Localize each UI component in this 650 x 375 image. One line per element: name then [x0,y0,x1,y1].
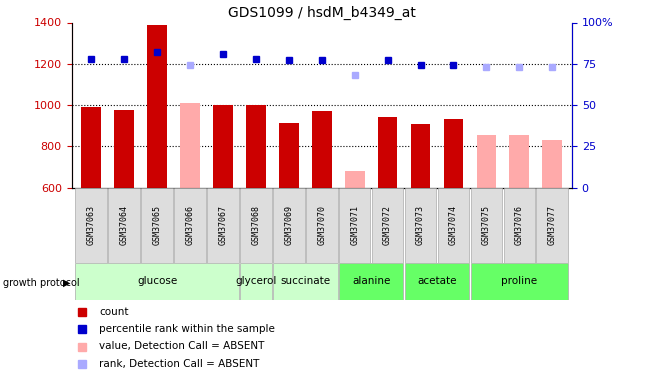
Bar [306,188,337,262]
Text: GSM37072: GSM37072 [383,205,392,245]
Bar [405,188,436,262]
Text: growth protocol: growth protocol [3,278,80,288]
Text: ▶: ▶ [63,278,71,288]
Bar [378,117,398,188]
Bar [536,188,568,262]
Bar [180,103,200,188]
Text: percentile rank within the sample: percentile rank within the sample [99,324,275,334]
Bar [207,188,239,262]
Bar [405,262,469,300]
Text: GSM37076: GSM37076 [515,205,524,245]
Text: GSM37065: GSM37065 [153,205,162,245]
Text: rank, Detection Call = ABSENT: rank, Detection Call = ABSENT [99,358,259,369]
Bar [75,262,239,300]
Bar [471,188,502,262]
Bar [476,135,496,188]
Text: GSM37066: GSM37066 [185,205,194,245]
Bar [504,188,535,262]
Bar [312,111,332,188]
Bar [471,262,568,300]
Text: alanine: alanine [352,276,391,286]
Bar [174,188,206,262]
Bar [279,123,299,188]
Bar [344,171,365,188]
Bar [75,188,107,262]
Text: count: count [99,307,129,317]
Bar [443,119,463,188]
Bar [246,105,266,188]
Bar [81,107,101,188]
Bar [213,105,233,188]
Text: GSM37073: GSM37073 [416,205,425,245]
Bar [372,188,404,262]
Title: GDS1099 / hsdM_b4349_at: GDS1099 / hsdM_b4349_at [227,6,416,20]
Bar [510,135,529,188]
Bar [141,188,173,262]
Text: glucose: glucose [137,276,177,286]
Text: GSM37071: GSM37071 [350,205,359,245]
Text: acetate: acetate [417,276,457,286]
Text: GSM37069: GSM37069 [284,205,293,245]
Text: proline: proline [501,276,538,286]
Bar [437,188,469,262]
Bar [542,140,562,188]
Text: GSM37070: GSM37070 [317,205,326,245]
Text: GSM37064: GSM37064 [120,205,129,245]
Bar [109,188,140,262]
Text: GSM37068: GSM37068 [252,205,261,245]
Bar [411,124,430,188]
Text: GSM37067: GSM37067 [218,205,227,245]
Text: succinate: succinate [280,276,330,286]
Bar [273,188,305,262]
Text: GSM37077: GSM37077 [548,205,557,245]
Bar [240,262,272,300]
Text: GSM37075: GSM37075 [482,205,491,245]
Bar [240,188,272,262]
Bar [114,110,134,188]
Text: glycerol: glycerol [235,276,277,286]
Bar [339,262,404,300]
Text: value, Detection Call = ABSENT: value, Detection Call = ABSENT [99,342,265,351]
Bar [273,262,337,300]
Bar [148,25,167,188]
Bar [339,188,370,262]
Text: GSM37074: GSM37074 [449,205,458,245]
Text: GSM37063: GSM37063 [86,205,96,245]
